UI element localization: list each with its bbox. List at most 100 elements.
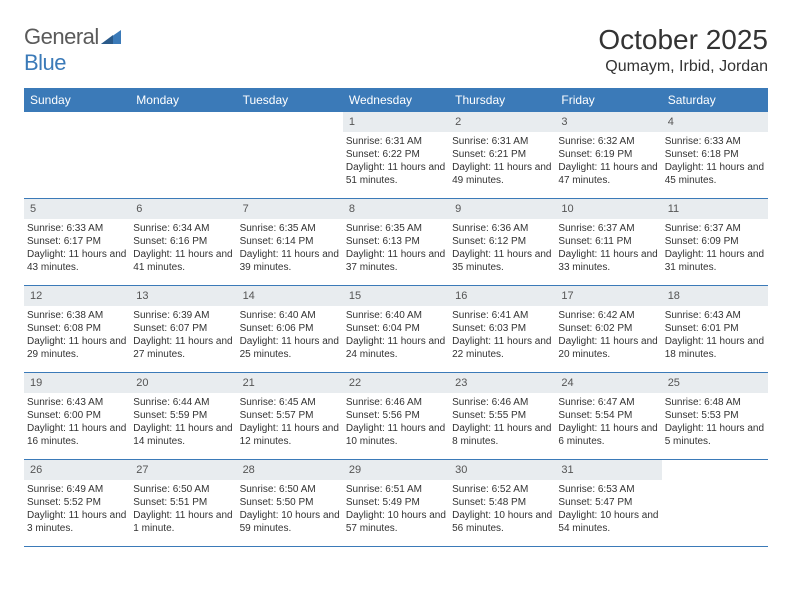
sunrise-text: Sunrise: 6:46 AM — [346, 396, 446, 409]
sunset-text: Sunset: 6:04 PM — [346, 322, 446, 335]
day-number: 9 — [449, 199, 555, 219]
daylight-text: Daylight: 11 hours and 37 minutes. — [346, 248, 446, 274]
sunrise-text: Sunrise: 6:35 AM — [346, 222, 446, 235]
sunset-text: Sunset: 5:57 PM — [240, 409, 340, 422]
sunset-text: Sunset: 5:52 PM — [27, 496, 127, 509]
daylight-text: Daylight: 11 hours and 20 minutes. — [558, 335, 658, 361]
logo-word1: General — [24, 24, 99, 49]
day-body: Sunrise: 6:40 AMSunset: 6:04 PMDaylight:… — [343, 306, 449, 365]
sunset-text: Sunset: 6:09 PM — [665, 235, 765, 248]
title-block: October 2025 Qumaym, Irbid, Jordan — [598, 24, 768, 76]
day-number: 5 — [24, 199, 130, 219]
daylight-text: Daylight: 11 hours and 43 minutes. — [27, 248, 127, 274]
day-header-friday: Friday — [555, 88, 661, 112]
day-number: 20 — [130, 373, 236, 393]
week-row: 26Sunrise: 6:49 AMSunset: 5:52 PMDayligh… — [24, 460, 768, 547]
sunrise-text: Sunrise: 6:47 AM — [558, 396, 658, 409]
sunset-text: Sunset: 6:22 PM — [346, 148, 446, 161]
day-cell: 16Sunrise: 6:41 AMSunset: 6:03 PMDayligh… — [449, 286, 555, 372]
day-cell: 20Sunrise: 6:44 AMSunset: 5:59 PMDayligh… — [130, 373, 236, 459]
day-body: Sunrise: 6:32 AMSunset: 6:19 PMDaylight:… — [555, 132, 661, 191]
day-body: Sunrise: 6:36 AMSunset: 6:12 PMDaylight:… — [449, 219, 555, 278]
day-cell: 22Sunrise: 6:46 AMSunset: 5:56 PMDayligh… — [343, 373, 449, 459]
sunrise-text: Sunrise: 6:34 AM — [133, 222, 233, 235]
calendar-page: GeneralBlue October 2025 Qumaym, Irbid, … — [0, 0, 792, 563]
day-cell: 21Sunrise: 6:45 AMSunset: 5:57 PMDayligh… — [237, 373, 343, 459]
day-number: 21 — [237, 373, 343, 393]
sunset-text: Sunset: 6:02 PM — [558, 322, 658, 335]
day-body: Sunrise: 6:35 AMSunset: 6:14 PMDaylight:… — [237, 219, 343, 278]
day-body: Sunrise: 6:44 AMSunset: 5:59 PMDaylight:… — [130, 393, 236, 452]
daylight-text: Daylight: 11 hours and 5 minutes. — [665, 422, 765, 448]
sunset-text: Sunset: 6:14 PM — [240, 235, 340, 248]
day-header-wednesday: Wednesday — [343, 88, 449, 112]
day-body: Sunrise: 6:50 AMSunset: 5:51 PMDaylight:… — [130, 480, 236, 539]
day-number: 7 — [237, 199, 343, 219]
daylight-text: Daylight: 11 hours and 3 minutes. — [27, 509, 127, 535]
day-number: 2 — [449, 112, 555, 132]
sunrise-text: Sunrise: 6:37 AM — [558, 222, 658, 235]
day-cell: 4Sunrise: 6:33 AMSunset: 6:18 PMDaylight… — [662, 112, 768, 198]
daylight-text: Daylight: 10 hours and 59 minutes. — [240, 509, 340, 535]
daylight-text: Daylight: 11 hours and 14 minutes. — [133, 422, 233, 448]
day-body: Sunrise: 6:47 AMSunset: 5:54 PMDaylight:… — [555, 393, 661, 452]
day-cell: 17Sunrise: 6:42 AMSunset: 6:02 PMDayligh… — [555, 286, 661, 372]
day-body: Sunrise: 6:48 AMSunset: 5:53 PMDaylight:… — [662, 393, 768, 452]
day-number: 24 — [555, 373, 661, 393]
sunset-text: Sunset: 6:06 PM — [240, 322, 340, 335]
sunset-text: Sunset: 5:51 PM — [133, 496, 233, 509]
day-body: Sunrise: 6:43 AMSunset: 6:00 PMDaylight:… — [24, 393, 130, 452]
sunrise-text: Sunrise: 6:40 AM — [346, 309, 446, 322]
sunrise-text: Sunrise: 6:46 AM — [452, 396, 552, 409]
sunrise-text: Sunrise: 6:48 AM — [665, 396, 765, 409]
daylight-text: Daylight: 11 hours and 18 minutes. — [665, 335, 765, 361]
day-body: Sunrise: 6:31 AMSunset: 6:21 PMDaylight:… — [449, 132, 555, 191]
day-number: 12 — [24, 286, 130, 306]
day-header-row: SundayMondayTuesdayWednesdayThursdayFrid… — [24, 88, 768, 112]
daylight-text: Daylight: 11 hours and 35 minutes. — [452, 248, 552, 274]
week-row: 1Sunrise: 6:31 AMSunset: 6:22 PMDaylight… — [24, 112, 768, 199]
daylight-text: Daylight: 11 hours and 31 minutes. — [665, 248, 765, 274]
day-number: 4 — [662, 112, 768, 132]
day-number: 31 — [555, 460, 661, 480]
sunrise-text: Sunrise: 6:32 AM — [558, 135, 658, 148]
day-cell — [662, 460, 768, 546]
daylight-text: Daylight: 11 hours and 6 minutes. — [558, 422, 658, 448]
sunrise-text: Sunrise: 6:33 AM — [665, 135, 765, 148]
logo-word2: Blue — [24, 50, 66, 75]
month-title: October 2025 — [598, 24, 768, 56]
day-header-saturday: Saturday — [662, 88, 768, 112]
sunset-text: Sunset: 6:19 PM — [558, 148, 658, 161]
day-number: 18 — [662, 286, 768, 306]
daylight-text: Daylight: 10 hours and 54 minutes. — [558, 509, 658, 535]
day-body: Sunrise: 6:43 AMSunset: 6:01 PMDaylight:… — [662, 306, 768, 365]
sunset-text: Sunset: 5:54 PM — [558, 409, 658, 422]
day-number: 22 — [343, 373, 449, 393]
day-number: 23 — [449, 373, 555, 393]
daylight-text: Daylight: 11 hours and 24 minutes. — [346, 335, 446, 361]
sunset-text: Sunset: 6:18 PM — [665, 148, 765, 161]
daylight-text: Daylight: 11 hours and 29 minutes. — [27, 335, 127, 361]
sunrise-text: Sunrise: 6:52 AM — [452, 483, 552, 496]
sunrise-text: Sunrise: 6:43 AM — [27, 396, 127, 409]
day-cell: 11Sunrise: 6:37 AMSunset: 6:09 PMDayligh… — [662, 199, 768, 285]
daylight-text: Daylight: 11 hours and 10 minutes. — [346, 422, 446, 448]
sunrise-text: Sunrise: 6:53 AM — [558, 483, 658, 496]
daylight-text: Daylight: 11 hours and 45 minutes. — [665, 161, 765, 187]
day-cell: 23Sunrise: 6:46 AMSunset: 5:55 PMDayligh… — [449, 373, 555, 459]
sunrise-text: Sunrise: 6:37 AM — [665, 222, 765, 235]
day-number: 3 — [555, 112, 661, 132]
day-number: 30 — [449, 460, 555, 480]
day-body: Sunrise: 6:50 AMSunset: 5:50 PMDaylight:… — [237, 480, 343, 539]
sunrise-text: Sunrise: 6:50 AM — [240, 483, 340, 496]
day-body: Sunrise: 6:41 AMSunset: 6:03 PMDaylight:… — [449, 306, 555, 365]
day-number: 16 — [449, 286, 555, 306]
day-cell: 15Sunrise: 6:40 AMSunset: 6:04 PMDayligh… — [343, 286, 449, 372]
week-row: 19Sunrise: 6:43 AMSunset: 6:00 PMDayligh… — [24, 373, 768, 460]
day-body: Sunrise: 6:45 AMSunset: 5:57 PMDaylight:… — [237, 393, 343, 452]
day-body: Sunrise: 6:33 AMSunset: 6:18 PMDaylight:… — [662, 132, 768, 191]
day-number: 6 — [130, 199, 236, 219]
day-cell: 29Sunrise: 6:51 AMSunset: 5:49 PMDayligh… — [343, 460, 449, 546]
daylight-text: Daylight: 11 hours and 47 minutes. — [558, 161, 658, 187]
day-cell: 30Sunrise: 6:52 AMSunset: 5:48 PMDayligh… — [449, 460, 555, 546]
